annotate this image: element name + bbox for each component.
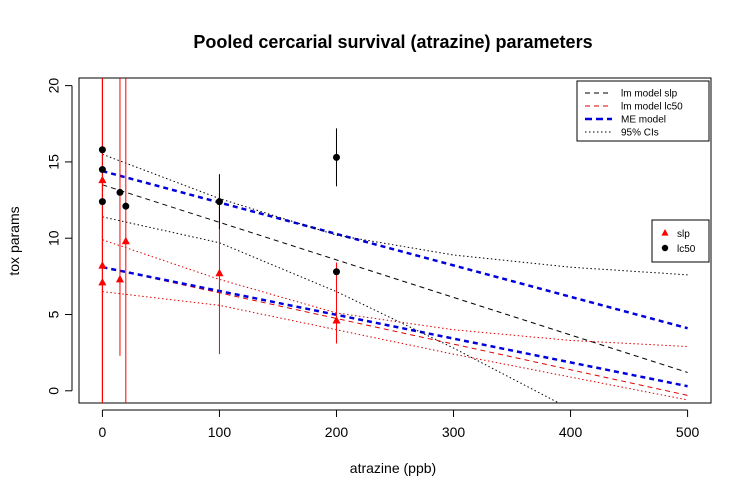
x-tick-label: 500 xyxy=(676,424,700,440)
lc50-point xyxy=(215,198,223,206)
series-line xyxy=(102,153,688,276)
y-tick-label: 10 xyxy=(46,230,62,246)
x-tick-label: 400 xyxy=(559,424,583,440)
series-line xyxy=(102,291,688,401)
lc50-point xyxy=(98,198,106,206)
legend-line-label: 95% CIs xyxy=(621,128,659,139)
legend-line-label: lm model slp xyxy=(621,89,678,100)
legend-points-box xyxy=(651,219,710,263)
lc50-point xyxy=(332,153,340,161)
legend-line-label: lm model lc50 xyxy=(621,102,683,113)
y-tick-label: 20 xyxy=(46,78,62,94)
x-tick-label: 0 xyxy=(99,424,107,440)
slp-point xyxy=(98,175,107,184)
legend-line-label: ME model xyxy=(621,115,666,126)
x-axis: 0 100 200 300 400 500 xyxy=(99,409,700,440)
series-line xyxy=(102,216,560,403)
x-tick-label: 100 xyxy=(208,424,232,440)
plot-layer xyxy=(101,78,688,403)
lc50-point xyxy=(122,202,130,210)
slp-point xyxy=(115,274,125,283)
legend-lines: lm model slp lm model lc50 ME model 95% CIs xyxy=(576,80,710,142)
legend-point-swatch xyxy=(661,244,669,252)
series-line xyxy=(102,265,688,388)
slp-point xyxy=(121,236,130,245)
x-axis-label: atrazine (ppb) xyxy=(350,460,436,476)
series-line xyxy=(102,184,688,373)
y-tick-label: 5 xyxy=(46,310,62,318)
slp-point xyxy=(98,277,107,286)
plot-frame xyxy=(78,77,712,404)
lc50-point xyxy=(116,188,124,196)
legend-point-label: lc50 xyxy=(677,244,696,255)
y-axis-label: tox params xyxy=(6,206,22,275)
series-line xyxy=(102,239,688,348)
slp-point xyxy=(215,268,224,277)
lc50-point xyxy=(332,268,340,276)
legend-points: slp lc50 xyxy=(651,219,710,263)
series-line xyxy=(102,169,688,330)
legend-point-label: slp xyxy=(677,229,690,240)
y-axis: 0 5 10 15 20 xyxy=(46,78,73,395)
x-tick-label: 200 xyxy=(325,424,349,440)
series-line xyxy=(102,266,688,396)
legend-point-swatch xyxy=(661,229,669,236)
y-tick-label: 15 xyxy=(46,154,62,170)
x-tick-label: 300 xyxy=(442,424,466,440)
slp-point xyxy=(332,316,341,324)
lc50-point xyxy=(98,146,106,154)
legend-lines-box xyxy=(576,80,710,142)
chart-title: Pooled cercarial survival (atrazine) par… xyxy=(193,32,592,52)
y-tick-label: 0 xyxy=(46,387,62,395)
lc50-point xyxy=(98,166,106,174)
slp-point xyxy=(98,261,107,269)
